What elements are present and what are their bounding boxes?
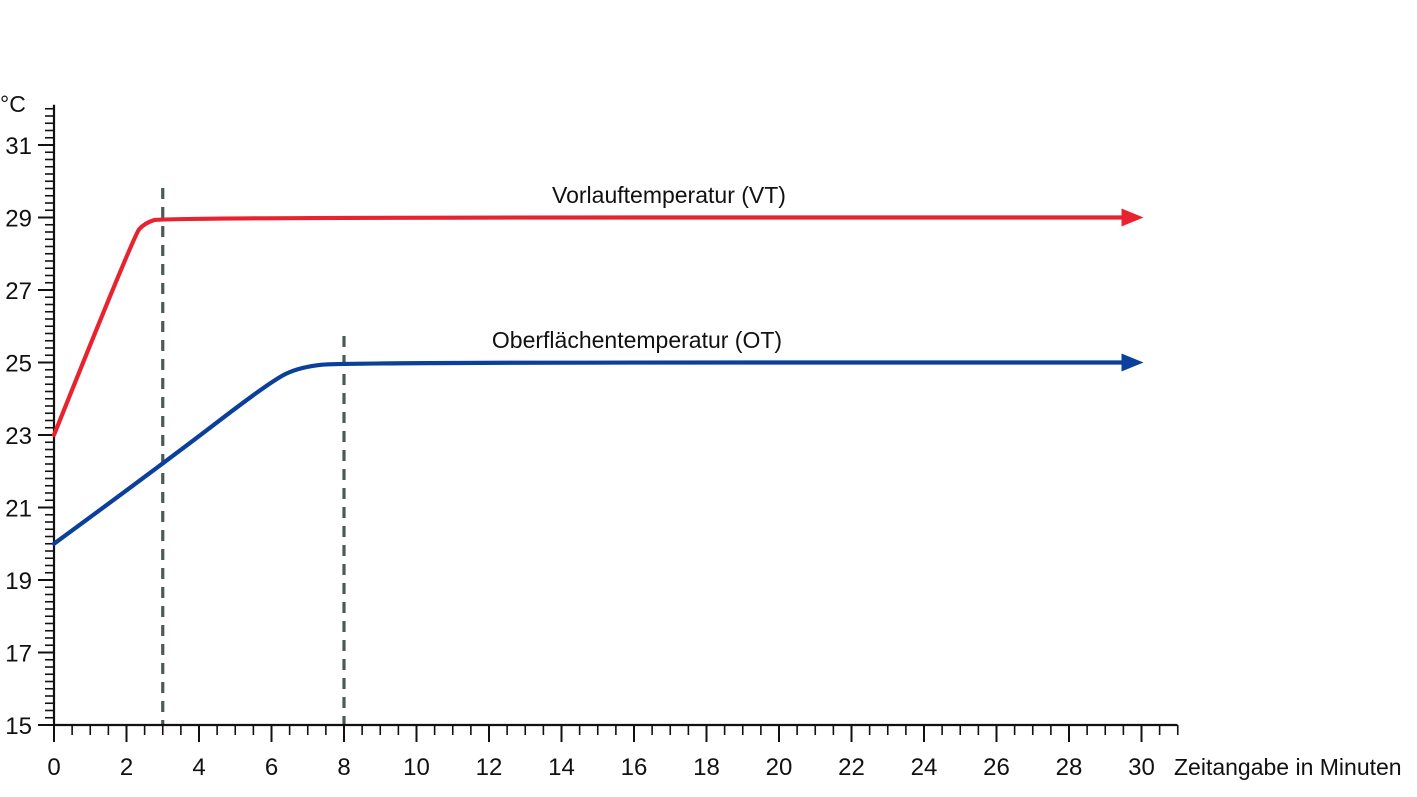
x-tick-label: 24 <box>911 754 938 781</box>
arrow-head-icon <box>1121 208 1144 227</box>
series-line-vt <box>51 215 1128 438</box>
series-group: Vorlauftemperatur (VT) Oberflächentempera… <box>51 182 1144 546</box>
vertical-guides <box>161 188 346 725</box>
x-axis-label: Zeitangabe in Minuten <box>1174 754 1402 780</box>
series-line-ot <box>51 360 1128 546</box>
arrow-head-icon <box>1121 353 1144 372</box>
y-axis-label: °C <box>0 91 26 117</box>
x-tick-label: 8 <box>337 754 350 781</box>
series-label: Oberflächentemperatur (OT) <box>492 327 782 353</box>
x-axis-ticks: 0 2 4 6 8 10 12 14 16 18 20 22 24 26 28 30 <box>47 725 1179 781</box>
y-tick-label: 25 <box>5 351 32 378</box>
x-tick-label: 6 <box>265 754 278 781</box>
y-tick-label: 17 <box>5 641 32 668</box>
y-tick-label: 21 <box>5 496 32 523</box>
x-tick-label: 4 <box>192 754 205 781</box>
series-label: Vorlauftemperatur (VT) <box>552 182 786 208</box>
y-tick-label: 15 <box>5 713 32 740</box>
y-tick-label: 27 <box>5 278 32 305</box>
x-tick-label: 28 <box>1056 754 1083 781</box>
x-tick-label: 16 <box>621 754 648 781</box>
y-axis-ticks: 15 17 19 21 23 25 27 29 31 <box>5 107 54 740</box>
x-tick-label: 22 <box>838 754 865 781</box>
y-tick-label: 23 <box>5 423 32 450</box>
x-tick-label: 14 <box>548 754 575 781</box>
y-tick-label: 19 <box>5 568 32 595</box>
x-tick-label: 18 <box>693 754 720 781</box>
x-tick-label: 26 <box>983 754 1010 781</box>
x-tick-label: 30 <box>1128 754 1155 781</box>
x-tick-label: 20 <box>766 754 793 781</box>
x-tick-label: 0 <box>47 754 60 781</box>
y-tick-label: 31 <box>5 133 32 160</box>
y-tick-label: 29 <box>5 206 32 233</box>
x-tick-label: 12 <box>476 754 503 781</box>
x-tick-label: 2 <box>120 754 133 781</box>
x-tick-label: 10 <box>403 754 430 781</box>
